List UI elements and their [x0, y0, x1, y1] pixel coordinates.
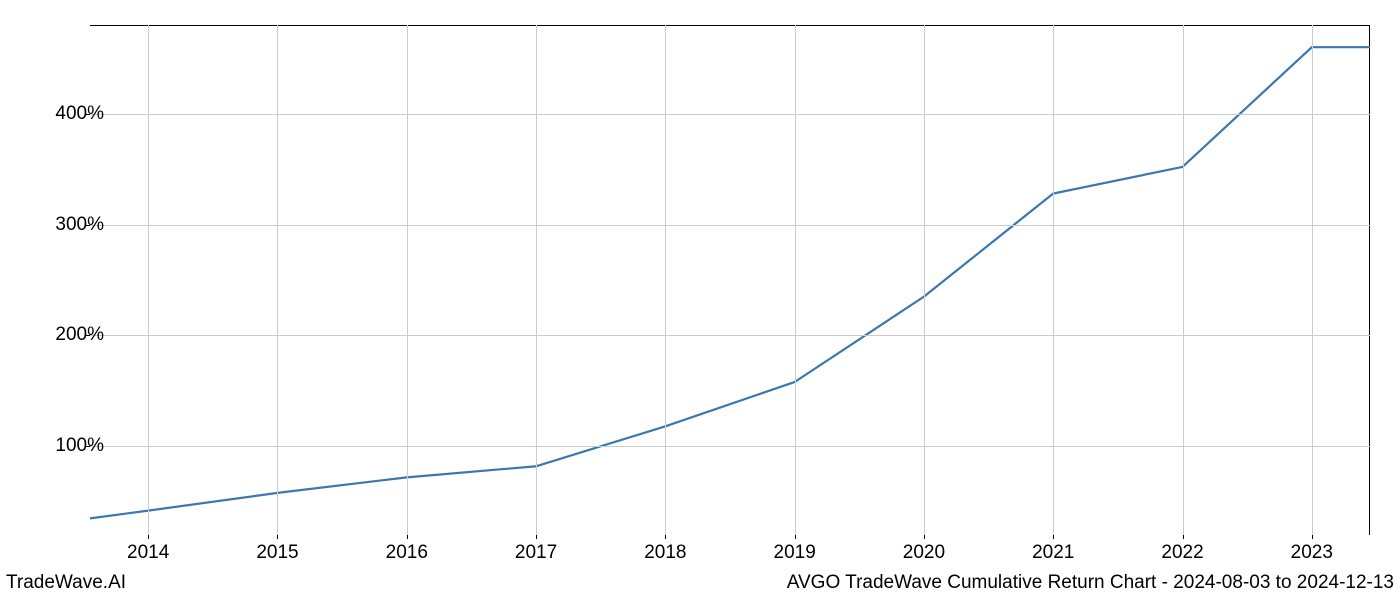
y-axis-tick-mark — [86, 225, 90, 226]
y-axis-tick-label: 100% — [55, 435, 104, 457]
x-axis-tick-mark — [536, 535, 537, 539]
x-axis-tick-mark — [277, 535, 278, 539]
line-series-svg — [90, 25, 1370, 535]
gridline-vertical — [1053, 25, 1054, 535]
gridline-vertical — [277, 25, 278, 535]
y-axis-tick-mark — [86, 335, 90, 336]
x-axis-tick-mark — [1312, 535, 1313, 539]
gridline-horizontal — [90, 225, 1370, 226]
x-axis-tick-label: 2022 — [1161, 542, 1203, 564]
x-axis-tick-mark — [148, 535, 149, 539]
x-axis-tick-mark — [795, 535, 796, 539]
y-axis-tick-label: 200% — [55, 324, 104, 346]
gridline-vertical — [148, 25, 149, 535]
gridline-horizontal — [90, 335, 1370, 336]
x-axis-tick-label: 2018 — [644, 542, 686, 564]
chart-plot-area — [90, 25, 1370, 535]
gridline-vertical — [795, 25, 796, 535]
gridline-vertical — [407, 25, 408, 535]
gridline-vertical — [1312, 25, 1313, 535]
gridline-vertical — [536, 25, 537, 535]
x-axis-tick-label: 2020 — [903, 542, 945, 564]
x-axis-tick-label: 2015 — [256, 542, 298, 564]
x-axis-tick-mark — [1053, 535, 1054, 539]
gridline-vertical — [665, 25, 666, 535]
gridline-vertical — [1183, 25, 1184, 535]
x-axis-tick-label: 2021 — [1032, 542, 1074, 564]
footer-brand: TradeWave.AI — [6, 572, 126, 594]
x-axis-tick-label: 2014 — [127, 542, 169, 564]
y-axis-tick-mark — [86, 446, 90, 447]
x-axis-tick-mark — [407, 535, 408, 539]
gridline-horizontal — [90, 114, 1370, 115]
x-axis-tick-label: 2023 — [1291, 542, 1333, 564]
x-axis-tick-label: 2019 — [774, 542, 816, 564]
y-axis-tick-label: 400% — [55, 103, 104, 125]
x-axis-tick-label: 2017 — [515, 542, 557, 564]
x-axis-tick-label: 2016 — [386, 542, 428, 564]
gridline-vertical — [924, 25, 925, 535]
y-axis-tick-label: 300% — [55, 214, 104, 236]
gridline-horizontal — [90, 446, 1370, 447]
x-axis-tick-mark — [665, 535, 666, 539]
x-axis-tick-mark — [1183, 535, 1184, 539]
y-axis-tick-mark — [86, 114, 90, 115]
x-axis-tick-mark — [924, 535, 925, 539]
footer-caption: AVGO TradeWave Cumulative Return Chart -… — [787, 572, 1394, 594]
